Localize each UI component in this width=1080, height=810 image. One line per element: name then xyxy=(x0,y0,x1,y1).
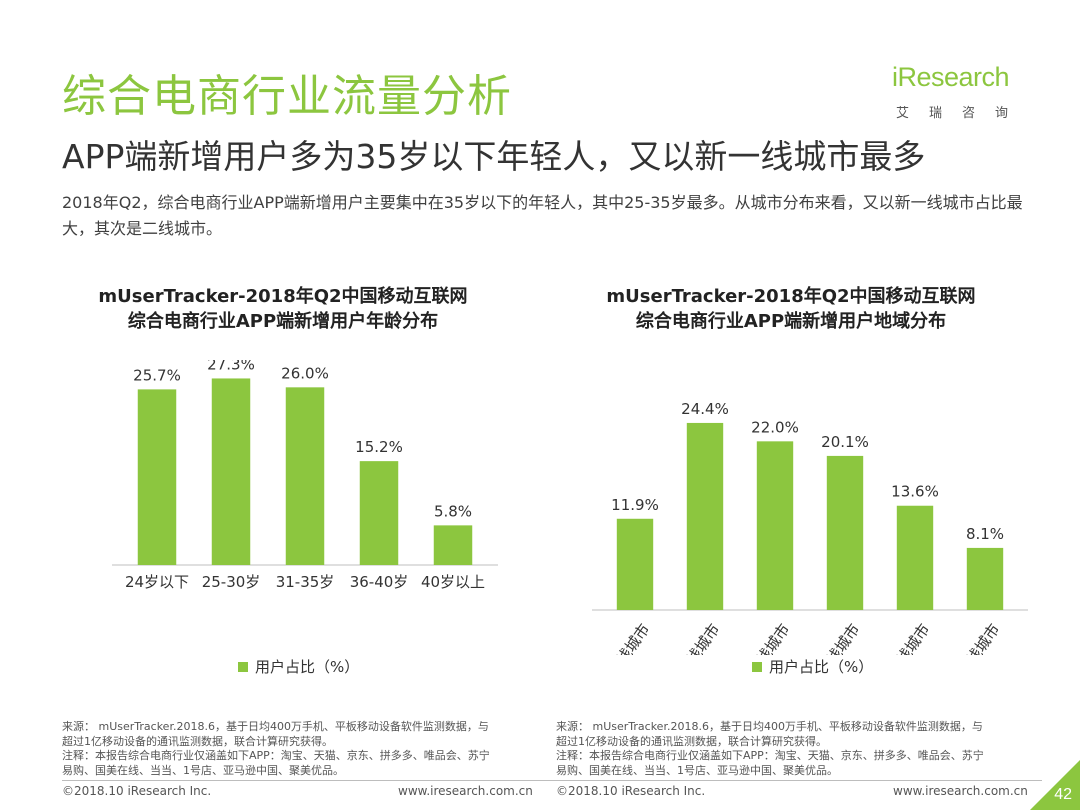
data-label-2: 26.0% xyxy=(281,364,329,382)
bar-0 xyxy=(137,389,177,565)
data-label-2: 22.0% xyxy=(751,418,799,436)
chart-region-distribution: 11.9% 一线城市 24.4% 新一线城市 22.0% 二线城市 20.1% 三线城市 13.… xyxy=(592,400,1028,655)
data-label-1: 24.4% xyxy=(681,400,729,418)
source-line: 注释：本报告综合电商行业仅涵盖如下APP：淘宝、天猫、京东、拼多多、唯品会、苏宁 xyxy=(62,749,490,762)
source-note-right: 来源： mUserTracker.2018.6，基于日均400万手机、平板移动设… xyxy=(556,720,1036,778)
footer-copyright-right: ©2018.10 iResearch Inc. xyxy=(556,784,706,798)
chart-age-title-line2: 综合电商行业APP端新增用户年龄分布 xyxy=(127,311,439,332)
chart-region-legend: 用户占比（%） xyxy=(752,656,873,677)
iresearch-logo: iResearch 艾瑞咨询 xyxy=(892,62,1030,124)
chart-age-legend: 用户占比（%） xyxy=(238,656,359,677)
source-line: 超过1亿移动设备的通讯监测数据，联合计算研究获得。 xyxy=(556,734,827,748)
x-tick-label-2: 31-35岁 xyxy=(276,573,335,591)
bar-4 xyxy=(433,525,473,565)
data-label-3: 20.1% xyxy=(821,433,869,451)
data-label-4: 13.6% xyxy=(891,483,939,501)
source-note-left: 来源： mUserTracker.2018.6，基于日均400万手机、平板移动设… xyxy=(62,720,542,778)
chart-region-title-line1: mUserTracker-2018年Q2中国移动互联网 xyxy=(606,286,976,307)
x-tick-label-4: 40岁以上 xyxy=(421,573,485,591)
legend-label: 用户占比（%） xyxy=(769,658,874,676)
x-tick-label-2: 二线城市 xyxy=(744,620,793,655)
data-label-4: 5.8% xyxy=(434,502,472,520)
legend-swatch xyxy=(238,661,248,672)
bar-3 xyxy=(826,455,864,610)
source-line: 易购、国美在线、当当、1号店、亚马逊中国、聚美优品。 xyxy=(62,763,344,777)
logo-chinese: 艾瑞咨询 xyxy=(896,106,1029,121)
x-tick-label-3: 36-40岁 xyxy=(350,573,409,591)
data-label-5: 8.1% xyxy=(966,525,1004,543)
data-label-1: 27.3% xyxy=(207,360,255,373)
footer-copyright-left: ©2018.10 iResearch Inc. xyxy=(62,784,212,798)
source-line: 易购、国美在线、当当、1号店、亚马逊中国、聚美优品。 xyxy=(556,763,838,777)
bar-3 xyxy=(359,461,399,565)
x-tick-label-0: 一线城市 xyxy=(604,620,653,655)
chart-region-title-line2: 综合电商行业APP端新增用户地域分布 xyxy=(635,311,947,332)
data-label-0: 25.7% xyxy=(133,366,181,384)
chart-region-title: mUserTracker-2018年Q2中国移动互联网 综合电商行业APP端新增… xyxy=(556,284,1026,334)
x-tick-label-1: 新一线城市 xyxy=(666,620,724,655)
chart-age-title-line1: mUserTracker-2018年Q2中国移动互联网 xyxy=(98,286,468,307)
bar-5 xyxy=(966,547,1004,610)
x-tick-label-4: 四线城市 xyxy=(884,620,933,655)
bar-2 xyxy=(756,441,794,610)
footer-divider xyxy=(62,780,1042,781)
x-tick-label-5: 五线城市 xyxy=(954,620,1003,655)
bar-1 xyxy=(686,422,724,610)
source-line: 来源： mUserTracker.2018.6，基于日均400万手机、平板移动设… xyxy=(62,720,489,733)
page-subtitle: APP端新增用户多为35岁以下年轻人，又以新一线城市最多 xyxy=(62,137,926,176)
bar-2 xyxy=(285,387,325,565)
data-label-3: 15.2% xyxy=(355,438,403,456)
source-line: 超过1亿移动设备的通讯监测数据，联合计算研究获得。 xyxy=(62,734,333,748)
footer-url-left: www.iresearch.com.cn xyxy=(398,784,533,798)
data-label-0: 11.9% xyxy=(611,496,659,514)
source-line: 来源： mUserTracker.2018.6，基于日均400万手机、平板移动设… xyxy=(556,720,983,733)
chart-age-distribution: 25.7% 24岁以下 27.3% 25-30岁 26.0% 31-35岁 15.2% 36-… xyxy=(112,360,498,591)
bar-4 xyxy=(896,505,934,610)
x-tick-label-1: 25-30岁 xyxy=(202,573,261,591)
bar-0 xyxy=(616,518,654,610)
page-corner-triangle xyxy=(1030,760,1080,810)
page-description: 2018年Q2，综合电商行业APP端新增用户主要集中在35岁以下的年轻人，其中2… xyxy=(62,193,1023,238)
page-title: 综合电商行业流量分析 xyxy=(62,71,512,122)
chart-age-title: mUserTracker-2018年Q2中国移动互联网 综合电商行业APP端新增… xyxy=(48,284,518,334)
logo-wordmark: iResearch xyxy=(892,62,1010,92)
x-tick-label-0: 24岁以下 xyxy=(125,573,189,591)
legend-swatch xyxy=(752,661,762,672)
source-line: 注释：本报告综合电商行业仅涵盖如下APP：淘宝、天猫、京东、拼多多、唯品会、苏宁 xyxy=(556,749,984,762)
bar-1 xyxy=(211,378,251,565)
page-number-badge: 42 xyxy=(1030,760,1080,810)
footer-url-right: www.iresearch.com.cn xyxy=(893,784,1028,798)
x-tick-label-3: 三线城市 xyxy=(814,620,863,655)
legend-label: 用户占比（%） xyxy=(255,658,360,676)
page-number: 42 xyxy=(1054,786,1072,803)
